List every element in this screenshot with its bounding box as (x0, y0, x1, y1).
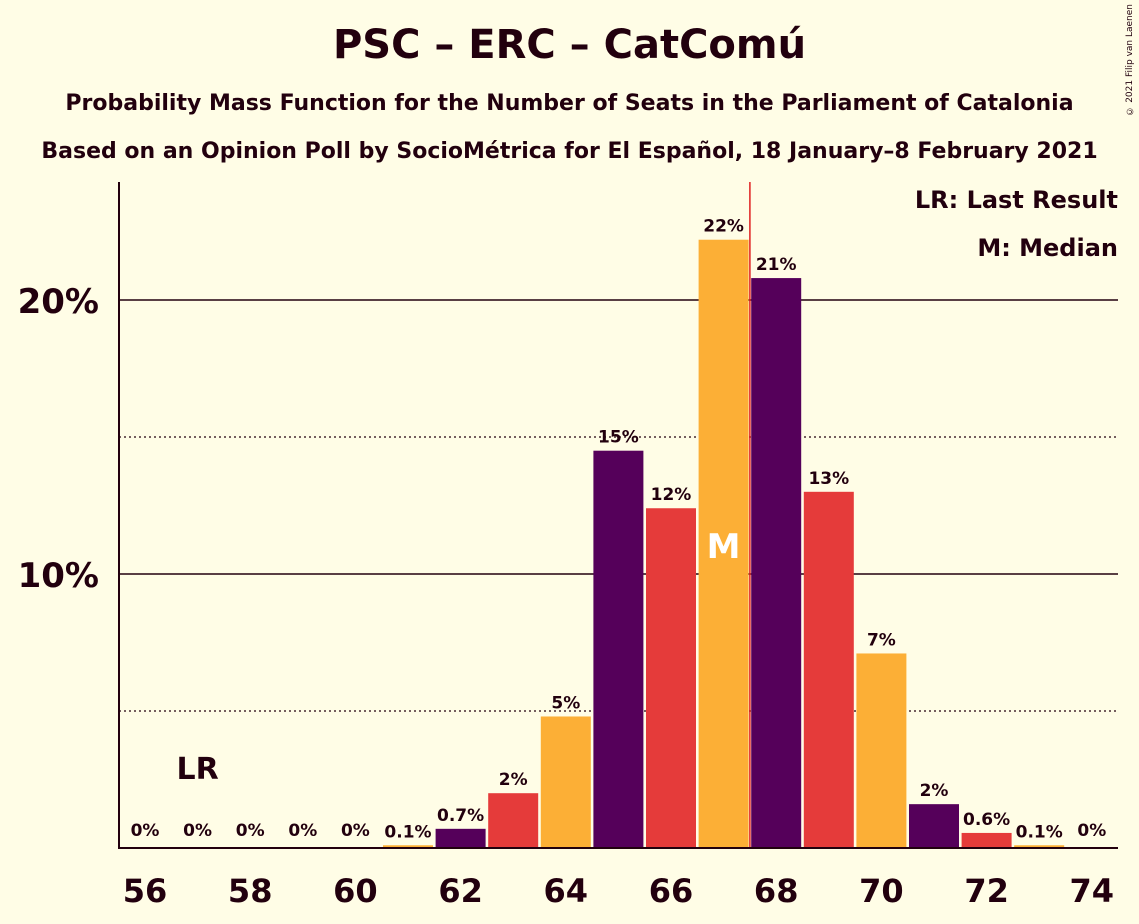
y-tick-label: 20% (18, 282, 99, 322)
bar (961, 832, 1012, 848)
bar (593, 450, 644, 848)
chart-subtitle: Probability Mass Function for the Number… (65, 91, 1074, 116)
x-tick-label: 60 (333, 872, 378, 910)
bar-value-label: 0.1% (1016, 822, 1063, 842)
bar-value-label: 2% (920, 781, 949, 801)
bar (540, 716, 591, 848)
bar-value-label: 22% (703, 217, 744, 237)
bars (383, 239, 1065, 849)
bar (435, 828, 486, 848)
x-tick-label: 56 (123, 872, 168, 910)
chart-subtitle-source: Based on an Opinion Poll by SocioMétrica… (41, 139, 1098, 164)
x-tick-label: 70 (859, 872, 904, 910)
bar-value-label: 2% (499, 770, 528, 790)
bar-value-label: 21% (756, 255, 797, 275)
chart-title: PSC – ERC – CatComú (332, 22, 807, 68)
bar-value-label: 12% (651, 485, 692, 505)
x-tick-label: 66 (649, 872, 694, 910)
bar (383, 845, 433, 848)
bar-value-label: 0.7% (437, 806, 484, 826)
median-marker: M (707, 527, 741, 567)
bar-value-label: 0% (341, 821, 370, 841)
bar-value-label: 0% (236, 821, 265, 841)
x-tick-label: 74 (1070, 872, 1115, 910)
bar-value-label: 5% (551, 693, 580, 713)
x-tick-label: 64 (544, 872, 589, 910)
bar (646, 508, 696, 848)
bar (698, 239, 749, 849)
bar-value-label: 0% (1077, 821, 1106, 841)
bar (488, 793, 539, 848)
axes (118, 182, 1118, 849)
bar-value-label: 0.1% (384, 822, 431, 842)
x-tick-label: 72 (964, 872, 1009, 910)
bar-value-label: 13% (808, 469, 849, 489)
x-tick-label: 58 (228, 872, 273, 910)
x-tick-label: 68 (754, 872, 799, 910)
bar (909, 804, 959, 848)
bar (751, 278, 802, 849)
last-result-marker: LR (176, 752, 218, 787)
y-tick-label: 10% (18, 556, 99, 596)
bar (1014, 845, 1065, 848)
labels: 10% 20% 0% 0% 0% 0% 0% 0.1% 0.7% 2% 5% 15% 12% 22% 21%… (18, 217, 1114, 910)
bar-value-label: 15% (598, 428, 639, 448)
bar-value-label: 0% (288, 821, 317, 841)
bar-value-label: 0% (183, 821, 212, 841)
legend-median: M: Median (977, 234, 1118, 262)
bar-value-label: 0.6% (963, 810, 1010, 830)
x-tick-label: 62 (438, 872, 483, 910)
bar (803, 491, 854, 848)
bar (856, 653, 907, 848)
legend-last-result: LR: Last Result (914, 186, 1118, 214)
bar-value-label: 7% (867, 630, 896, 650)
bar-value-label: 0% (131, 821, 160, 841)
